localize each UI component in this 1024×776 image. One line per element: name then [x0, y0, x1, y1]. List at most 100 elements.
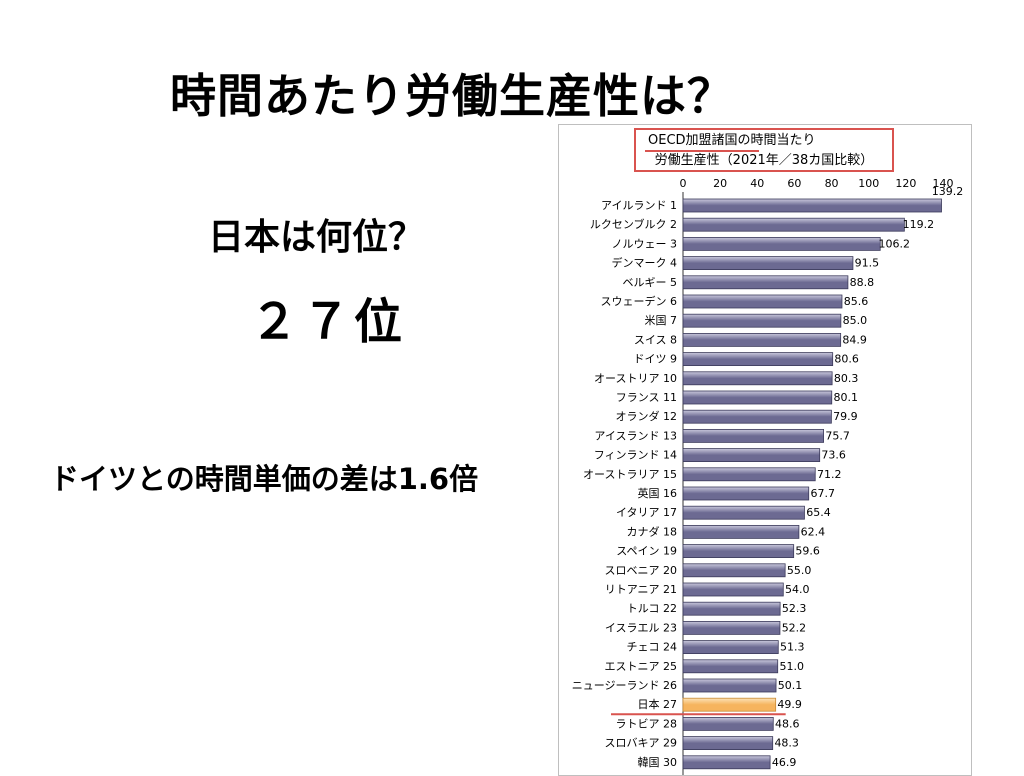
category-label: 日本 27 [638, 697, 678, 711]
category-label: 英国 16 [638, 486, 678, 500]
bar [682, 275, 849, 290]
category-label: オーストリア 10 [594, 372, 677, 385]
bar-row: アイルランド 1 139.2 [601, 185, 964, 213]
category-label: ドイツ 9 [634, 353, 678, 366]
value-label: 49.9 [777, 698, 802, 711]
category-label: アイルランド 1 [601, 199, 677, 212]
category-label: スロバキア 29 [605, 737, 678, 750]
bar [682, 256, 854, 271]
bar-row: ベルギー 5 88.8 [623, 275, 875, 290]
chart-title-line2: 労働生産性（2021年／38カ国比較） [654, 153, 874, 168]
bar-row: 韓国 30 46.9 [638, 755, 797, 770]
category-label: カナダ 18 [627, 524, 678, 538]
value-label: 119.2 [903, 218, 935, 231]
value-label: 51.0 [779, 660, 804, 673]
bar-row: エストニア 25 51.0 [605, 659, 804, 674]
bar-row: スウェーデン 6 85.6 [601, 294, 869, 309]
bar [682, 409, 832, 424]
category-label: イタリア 17 [616, 506, 677, 519]
value-label: 55.0 [787, 564, 812, 577]
x-axis: 0 20 40 60 80 100 120 140 [680, 177, 954, 775]
answer-text: ２７位 [250, 294, 407, 350]
bar-row: ドイツ 9 80.6 [634, 352, 859, 367]
bar-row: オーストラリア 15 71.2 [583, 467, 842, 482]
category-label: アイスランド 13 [594, 429, 677, 442]
bar [682, 217, 905, 232]
bar [682, 755, 771, 770]
x-tick-label: 60 [787, 177, 801, 190]
x-tick-label: 100 [858, 177, 879, 190]
value-label: 46.9 [772, 756, 797, 769]
value-label: 80.1 [834, 391, 859, 404]
category-label: スペイン 19 [616, 545, 677, 558]
bar [682, 582, 784, 597]
category-label: ベルギー 5 [623, 276, 678, 289]
value-label: 85.0 [843, 314, 868, 327]
category-label: 米国 7 [645, 314, 678, 327]
bar-row: デンマーク 4 91.5 [612, 256, 880, 271]
category-label: チェコ 24 [627, 641, 678, 654]
category-label: フランス 11 [616, 391, 677, 404]
bar-row: イスラエル 23 52.2 [605, 620, 806, 635]
category-label: ラトビア 28 [616, 717, 678, 730]
chart-title-box: OECD加盟諸国の時間当たり 労働生産性（2021年／38カ国比較） [634, 128, 894, 172]
category-label: オーストラリア 15 [583, 468, 677, 481]
bar-row: 米国 7 85.0 [645, 313, 868, 328]
bar-row: チェコ 24 51.3 [627, 640, 805, 654]
value-label: 51.3 [780, 641, 805, 654]
bar [682, 524, 800, 539]
category-label: スイス 8 [634, 333, 677, 346]
value-label: 73.6 [821, 449, 846, 462]
x-tick-label: 20 [713, 177, 727, 190]
bar-row: イタリア 17 65.4 [616, 505, 831, 520]
bar-row: スペイン 19 59.6 [616, 544, 820, 559]
category-label: ニュージーランド 26 [572, 679, 677, 692]
value-label: 50.1 [778, 679, 803, 692]
bar-row: 英国 16 67.7 [638, 486, 835, 501]
value-label: 59.6 [795, 545, 820, 558]
category-label: ルクセンブルク 2 [590, 217, 677, 231]
bar [682, 448, 821, 463]
bar-row: スイス 8 84.9 [634, 332, 867, 347]
bar-row: スロベニア 20 55.0 [605, 563, 812, 578]
category-label: スウェーデン 6 [601, 294, 678, 308]
value-label: 71.2 [817, 468, 842, 481]
value-label: 88.8 [850, 276, 875, 289]
value-label: 139.2 [932, 185, 964, 198]
bar [682, 563, 786, 578]
bars: アイルランド 1 139.2 ルクセンブルク 2 119.2 ノルウェー 3 106.2 デ… [572, 185, 964, 770]
bar-row: 日本 27 49.9 [611, 697, 802, 716]
value-label: 85.6 [844, 295, 869, 308]
bar [682, 717, 774, 731]
bar [682, 198, 942, 213]
value-label: 62.4 [801, 525, 826, 538]
bar [682, 371, 833, 386]
value-label: 80.3 [834, 372, 859, 385]
x-tick-label: 120 [895, 177, 916, 190]
bar-row: カナダ 18 62.4 [627, 524, 826, 539]
x-tick-label: 40 [750, 177, 764, 190]
value-label: 91.5 [855, 257, 880, 270]
category-label: デンマーク 4 [612, 256, 678, 270]
bar [682, 332, 842, 347]
bar-row: オーストリア 10 80.3 [594, 371, 859, 386]
category-label: リトアニア 21 [605, 583, 677, 596]
slide-title: 時間あたり労働生産性は？ [170, 69, 734, 123]
bar [682, 352, 834, 367]
bar [682, 428, 824, 443]
category-label: フィンランド 14 [594, 449, 677, 462]
x-tick-label: 0 [680, 177, 687, 190]
category-label: ノルウェー 3 [612, 237, 678, 250]
value-label: 75.7 [825, 429, 850, 442]
bar [682, 486, 810, 501]
question-text: 日本は何位？ [208, 217, 425, 258]
value-label: 79.9 [833, 410, 858, 423]
value-label: 65.4 [806, 506, 831, 519]
bar [682, 505, 805, 520]
x-tick-label: 140 [933, 177, 954, 190]
bar-highlight [682, 697, 777, 712]
bar-row: リトアニア 21 54.0 [605, 582, 810, 597]
bar [682, 640, 779, 654]
bar [682, 467, 816, 482]
category-label: エストニア 25 [605, 660, 678, 673]
